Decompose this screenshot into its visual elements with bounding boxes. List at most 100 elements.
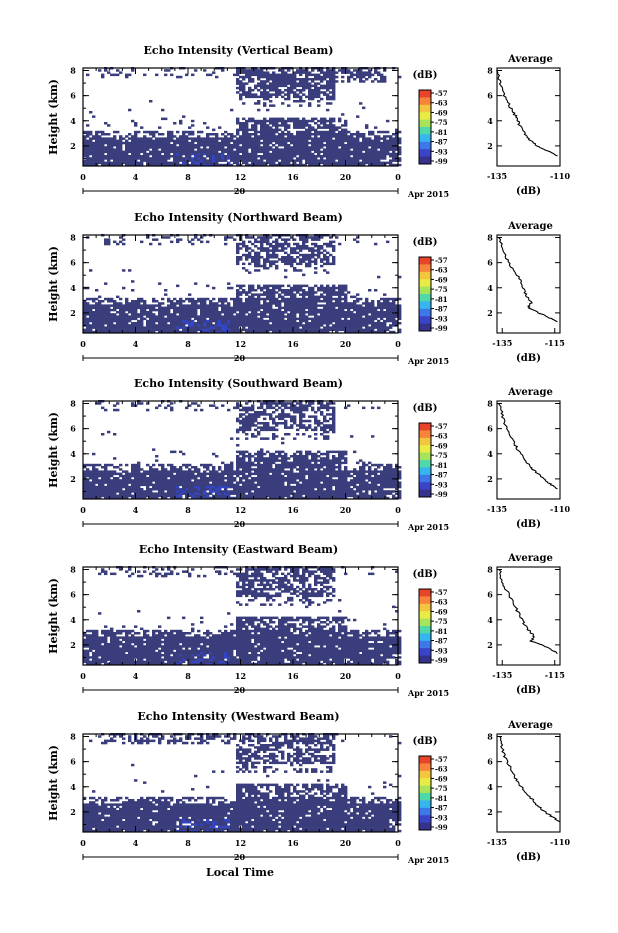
echo-cell <box>170 495 173 498</box>
echo-cell <box>119 307 122 310</box>
echo-cell <box>302 296 305 299</box>
echo-cell <box>305 329 308 332</box>
echo-cell <box>341 302 344 305</box>
echo-cell <box>302 82 305 85</box>
echo-cell <box>164 151 167 154</box>
echo-cell <box>281 329 284 332</box>
echo-cell <box>335 320 338 323</box>
echo-cell <box>374 309 377 312</box>
echo-cell <box>341 76 344 79</box>
echo-cell <box>182 453 185 456</box>
echo-cell <box>143 492 146 495</box>
echo-cell <box>134 468 137 471</box>
echo-cell <box>242 142 245 145</box>
echo-cell <box>191 484 194 487</box>
echo-cell <box>329 118 332 121</box>
echo-cell <box>239 309 242 312</box>
echo-cell <box>149 320 152 323</box>
echo-cell <box>266 260 269 263</box>
echo-cell <box>98 495 101 498</box>
echo-cell <box>110 304 113 307</box>
echo-cell <box>104 477 107 480</box>
echo-cell <box>326 159 329 162</box>
echo-cell <box>107 155 110 158</box>
echo-cell <box>347 146 350 149</box>
echo-cell <box>113 479 116 482</box>
echo-cell <box>134 322 137 325</box>
echo-cell <box>191 324 194 327</box>
echo-cell <box>122 318 125 321</box>
echo-cell <box>242 129 245 132</box>
echo-cell <box>344 322 347 325</box>
echo-cell <box>179 142 182 145</box>
echo-cell <box>86 464 89 467</box>
echo-cell <box>194 304 197 307</box>
echo-cell <box>137 162 140 165</box>
echo-cell <box>326 245 329 248</box>
echo-cell <box>137 468 140 471</box>
echo-cell <box>200 320 203 323</box>
echo-cell <box>320 146 323 149</box>
echo-cell <box>290 289 293 292</box>
echo-cell <box>89 311 92 314</box>
echo-cell <box>173 159 176 162</box>
echo-cell <box>140 402 143 405</box>
echo-cell <box>380 74 383 77</box>
echo-cell <box>308 296 311 299</box>
echo-cell <box>320 320 323 323</box>
echo-cell <box>155 475 158 478</box>
echo-cell <box>293 135 296 138</box>
echo-cell <box>98 159 101 162</box>
echo-cell <box>95 307 98 310</box>
echo-cell <box>245 304 248 307</box>
echo-cell <box>215 133 218 136</box>
echo-cell <box>326 322 329 325</box>
echo-cell <box>89 326 92 329</box>
echo-cell <box>272 289 275 292</box>
echo-cell <box>260 122 263 125</box>
echo-cell <box>311 159 314 162</box>
echo-cell <box>248 157 251 160</box>
echo-cell <box>263 326 266 329</box>
echo-cell <box>170 475 173 478</box>
echo-cell <box>242 133 245 136</box>
echo-cell <box>323 322 326 325</box>
echo-cell <box>158 495 161 498</box>
echo-cell <box>206 329 209 332</box>
echo-cell <box>236 263 239 266</box>
echo-cell <box>353 133 356 136</box>
echo-cell <box>263 122 266 125</box>
echo-cell <box>230 146 233 149</box>
echo-cell <box>305 304 308 307</box>
echo-cell <box>203 300 206 303</box>
echo-cell <box>380 304 383 307</box>
echo-cell <box>143 302 146 305</box>
echo-cell <box>383 148 386 151</box>
echo-cell <box>377 157 380 160</box>
echo-cell <box>281 144 284 147</box>
echo-cell <box>110 148 113 151</box>
colorbar-swatch <box>419 105 431 113</box>
echo-cell <box>167 162 170 165</box>
echo-cell <box>257 131 260 134</box>
echo-cell <box>392 307 395 310</box>
echo-cell <box>176 486 179 489</box>
y-tick-label: 8 <box>70 233 76 243</box>
echo-cell <box>239 135 242 138</box>
echo-cell <box>254 140 257 143</box>
echo-cell <box>392 148 395 151</box>
echo-cell <box>302 307 305 310</box>
echo-cell <box>251 298 254 301</box>
echo-cell <box>101 137 104 140</box>
echo-cell <box>155 326 158 329</box>
echo-cell <box>275 91 278 94</box>
echo-cell <box>263 82 266 85</box>
echo-cell <box>275 309 278 312</box>
echo-cell <box>185 320 188 323</box>
echo-cell <box>122 243 125 246</box>
echo-cell <box>131 488 134 491</box>
echo-cell <box>155 142 158 145</box>
echo-cell <box>182 309 185 312</box>
echo-cell <box>314 74 317 77</box>
echo-cell <box>125 159 128 162</box>
